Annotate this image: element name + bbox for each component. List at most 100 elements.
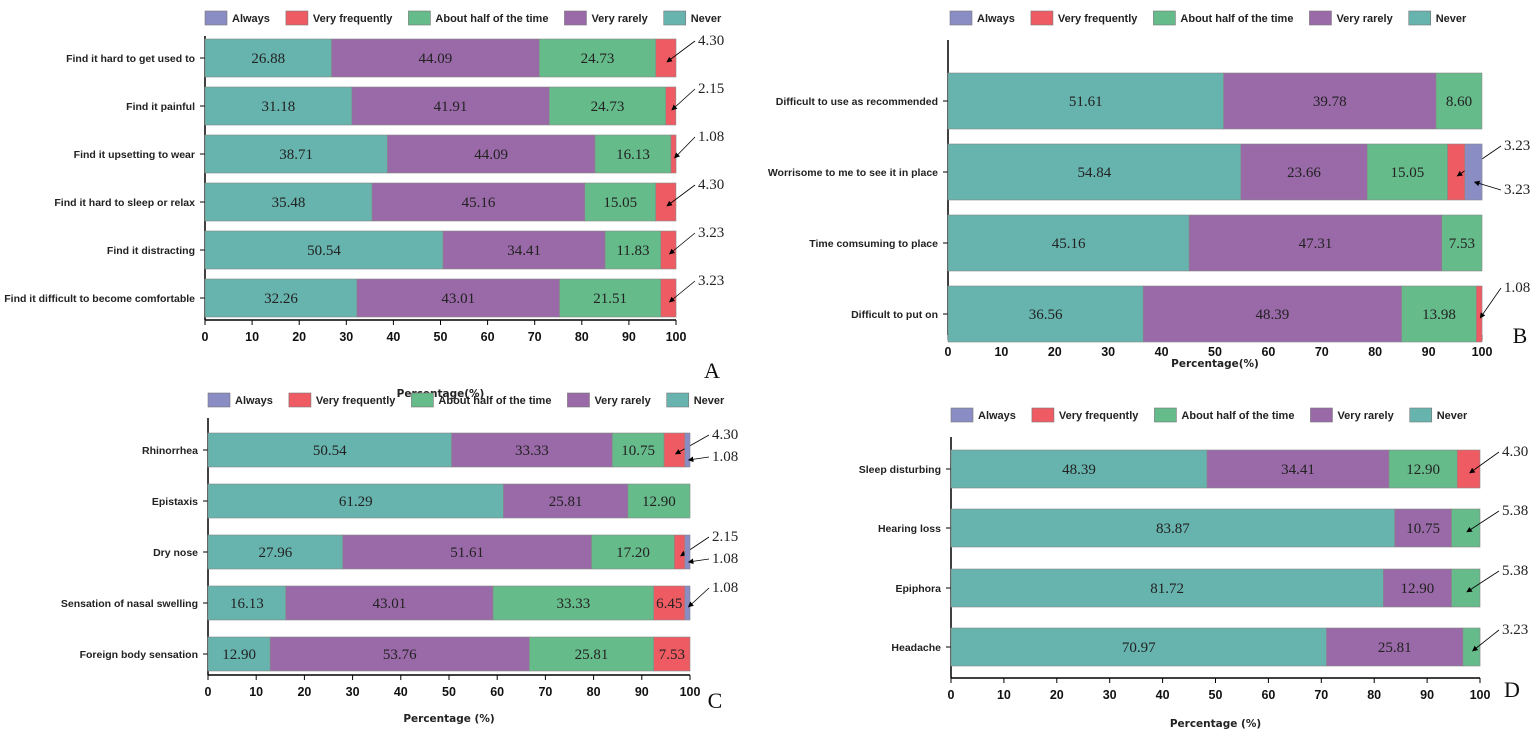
data-label: 12.90: [642, 494, 676, 510]
category-label: Find it hard to sleep or relax: [54, 197, 195, 209]
legend-swatch: [950, 407, 974, 423]
x-tick-label: 30: [1103, 688, 1117, 702]
legend-label: Very frequently: [1059, 410, 1139, 422]
data-label: 27.96: [259, 545, 293, 561]
data-label: 54.84: [1078, 165, 1112, 181]
data-label: 1.08: [698, 129, 724, 145]
legend-label: Very rarely: [1337, 410, 1394, 422]
x-tick-label: 30: [339, 330, 353, 344]
bar-segment-very-rarely: [269, 636, 530, 672]
bar-segment-very-frequently: [653, 585, 686, 621]
bar-segment-very-rarely: [1326, 627, 1464, 667]
data-label: 7.53: [659, 647, 685, 663]
data-label: 23.66: [1287, 165, 1321, 181]
data-label: 3.23: [698, 273, 724, 289]
bar-segment-very-rarely: [451, 432, 613, 468]
x-tick-label: 50: [1209, 688, 1223, 702]
bar-segment-always: [1464, 143, 1483, 201]
bar-segment-about-half-of-the-time: [492, 585, 655, 621]
x-tick-label: 70: [538, 685, 552, 699]
bar-segment-never: [950, 627, 1327, 667]
bar-segment-never: [947, 143, 1242, 201]
x-tick-label: 50: [434, 330, 448, 344]
legend-label: About half of the time: [1181, 410, 1294, 422]
data-label: 35.48: [272, 195, 306, 211]
legend-label: Very rarely: [591, 13, 648, 25]
data-label: 5.38: [1502, 563, 1528, 579]
data-label: 26.88: [251, 51, 285, 67]
legend-swatch: [204, 10, 228, 26]
callout-arrow: [1473, 180, 1502, 191]
bar-segment-very-frequently: [1475, 285, 1483, 343]
legend-label: Never: [694, 395, 725, 407]
bar-segment-very-rarely: [1382, 568, 1452, 608]
data-label: 15.05: [1390, 165, 1424, 181]
data-label: 12.90: [222, 647, 256, 663]
x-tick-label: 60: [1261, 345, 1275, 359]
x-tick-label: 80: [575, 330, 589, 344]
callout-arrow: [1479, 287, 1502, 319]
legend-swatch: [408, 10, 431, 26]
x-tick-label: 80: [1368, 345, 1382, 359]
x-tick-label: 90: [1422, 345, 1436, 359]
panel-label: B: [1513, 323, 1528, 348]
legend-swatch: [567, 392, 590, 408]
bar-segment-always: [684, 432, 691, 468]
category-label: Epiphora: [895, 583, 941, 595]
x-tick-label: 10: [245, 330, 259, 344]
legend-label: Very frequently: [316, 395, 396, 407]
bar-segment-very-frequently: [1447, 143, 1466, 201]
data-label: 3.23: [1504, 182, 1530, 198]
category-label: Difficult to use as recommended: [776, 96, 938, 108]
bar-segment-about-half-of-the-time: [1401, 285, 1477, 343]
x-tick-label: 40: [1156, 688, 1170, 702]
category-label: Find it painful: [126, 101, 195, 113]
data-label: 36.56: [1029, 307, 1063, 323]
x-tick-label: 50: [442, 685, 456, 699]
category-label: Foreign body sensation: [80, 649, 198, 661]
bar-segment-very-rarely: [371, 182, 586, 222]
category-label: Find it hard to get used to: [66, 53, 195, 65]
bar-segment-very-rarely: [1223, 72, 1437, 130]
x-axis-label: Percentage (%): [1170, 718, 1261, 730]
data-label: 8.60: [1446, 94, 1472, 110]
x-tick-label: 80: [1367, 688, 1381, 702]
data-label: 31.18: [262, 99, 296, 115]
bar-segment-never: [204, 230, 444, 270]
legend-swatch: [949, 10, 973, 26]
data-label: 51.61: [1069, 94, 1103, 110]
legend-swatch: [663, 10, 687, 26]
callout-arrow: [1469, 451, 1500, 474]
bar-segment-about-half-of-the-time: [1462, 627, 1481, 667]
callout-arrow: [669, 280, 696, 303]
bar-segment-very-frequently: [653, 636, 691, 672]
bar-segment-never: [204, 86, 353, 126]
data-label: 83.87: [1156, 521, 1190, 537]
bar-segment-very-rarely: [442, 230, 606, 270]
legend-label: Always: [977, 13, 1015, 25]
x-tick-label: 70: [1315, 345, 1329, 359]
data-label: 25.81: [575, 647, 609, 663]
data-label: 16.13: [230, 596, 264, 612]
data-label: 1.08: [712, 449, 738, 465]
legend-swatch: [207, 392, 231, 408]
data-label: 53.76: [383, 647, 417, 663]
data-label: 4.30: [698, 33, 724, 49]
data-label: 25.81: [549, 494, 583, 510]
bar-segment-about-half-of-the-time: [594, 134, 672, 174]
category-label: Rhinorrhea: [142, 445, 198, 457]
callout-arrow: [687, 456, 710, 463]
x-tick-label: 60: [490, 685, 504, 699]
legend-swatch: [666, 392, 690, 408]
x-tick-label: 40: [1155, 345, 1169, 359]
bar-segment-very-frequently: [660, 278, 677, 318]
bar-segment-very-rarely: [331, 38, 540, 78]
x-tick-label: 10: [997, 688, 1011, 702]
data-label: 39.78: [1313, 94, 1347, 110]
bar-segment-very-frequently: [655, 182, 677, 222]
bar-segment-never: [947, 214, 1190, 272]
bar-segment-about-half-of-the-time: [1441, 214, 1483, 272]
data-label: 51.61: [450, 545, 484, 561]
x-tick-label: 100: [1472, 345, 1493, 359]
x-tick-label: 30: [1101, 345, 1115, 359]
